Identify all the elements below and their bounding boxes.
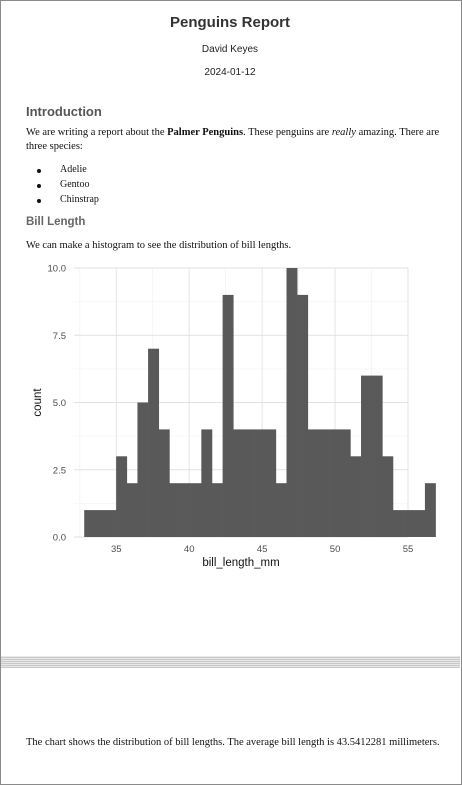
intro-text-3: amazing. There are three species: bbox=[26, 127, 440, 152]
y-tick-label: 5.0 bbox=[53, 398, 66, 409]
histogram-bar bbox=[126, 483, 138, 537]
y-tick-label: 10.0 bbox=[48, 264, 67, 275]
x-tick-label: 40 bbox=[184, 544, 195, 555]
histogram-bar bbox=[211, 483, 223, 537]
histogram-bar bbox=[148, 348, 160, 537]
introduction-heading: Introduction bbox=[26, 104, 102, 119]
histogram-bar bbox=[116, 456, 128, 537]
bill-length-histogram: 0.0 2.5 5.0 7.5 10.0 35 40 45 50 55 bill_length_mm… bbox=[32, 264, 436, 569]
report-date: 2024-01-12 bbox=[204, 67, 256, 78]
histogram-bar bbox=[350, 456, 362, 537]
report-title: Penguins Report bbox=[169, 14, 290, 31]
intro-bold-text: Palmer Penguins bbox=[167, 127, 244, 138]
histogram-bar bbox=[94, 510, 106, 537]
intro-text-2: . These penguins are bbox=[243, 127, 332, 138]
histogram-bar bbox=[254, 429, 266, 537]
histogram-bar bbox=[222, 294, 234, 537]
x-tick-label: 45 bbox=[257, 544, 268, 555]
page-break bbox=[1, 656, 460, 668]
species-item: Gentoo bbox=[34, 179, 99, 194]
y-axis-title: count bbox=[32, 388, 44, 417]
summary-paragraph: The chart shows the distribution of bill… bbox=[26, 737, 440, 748]
histogram-bar bbox=[318, 429, 330, 537]
histogram-bar bbox=[201, 429, 213, 537]
introduction-paragraph: We are writing a report about the Palmer… bbox=[26, 126, 451, 154]
histogram-bar bbox=[169, 483, 181, 537]
histogram-bar bbox=[403, 510, 415, 537]
histogram-bar bbox=[371, 375, 383, 537]
histogram-bar bbox=[180, 483, 191, 537]
histogram-bar bbox=[424, 483, 436, 537]
x-tick-label: 35 bbox=[111, 544, 122, 555]
y-tick-label: 0.0 bbox=[53, 533, 66, 544]
species-list: Adelie Gentoo Chinstrap bbox=[34, 164, 99, 209]
histogram-bar bbox=[286, 268, 298, 537]
bill-length-heading: Bill Length bbox=[26, 216, 86, 228]
species-item: Chinstrap bbox=[34, 194, 99, 209]
histogram-bar bbox=[233, 429, 245, 537]
histogram-bar bbox=[392, 510, 404, 537]
intro-italic-text: really bbox=[331, 127, 356, 138]
intro-text-1: We are writing a report about the bbox=[26, 127, 168, 138]
histogram-bar bbox=[329, 429, 341, 537]
histogram-bar bbox=[307, 429, 319, 537]
x-tick-label: 55 bbox=[403, 544, 414, 555]
y-tick-label: 7.5 bbox=[53, 331, 66, 342]
histogram-bar bbox=[414, 510, 426, 537]
histogram-bar bbox=[265, 429, 277, 537]
bill-length-paragraph: We can make a histogram to see the distr… bbox=[26, 240, 292, 251]
x-axis-title: bill_length_mm bbox=[202, 557, 279, 569]
histogram-bar bbox=[158, 429, 170, 537]
histogram-bar bbox=[190, 483, 202, 537]
y-tick-label: 2.5 bbox=[53, 465, 66, 476]
histogram-bar bbox=[137, 402, 149, 537]
histogram-bar bbox=[84, 510, 96, 537]
species-item: Adelie bbox=[34, 164, 99, 179]
histogram-bar bbox=[361, 375, 372, 537]
x-tick-label: 50 bbox=[330, 544, 341, 555]
histogram-bar bbox=[382, 456, 394, 537]
histogram-bar bbox=[275, 483, 287, 537]
histogram-bar bbox=[105, 510, 117, 537]
report-author: David Keyes bbox=[201, 44, 259, 55]
histogram-bar bbox=[339, 429, 351, 537]
histogram-bar bbox=[243, 429, 255, 537]
histogram-bar bbox=[297, 294, 309, 537]
